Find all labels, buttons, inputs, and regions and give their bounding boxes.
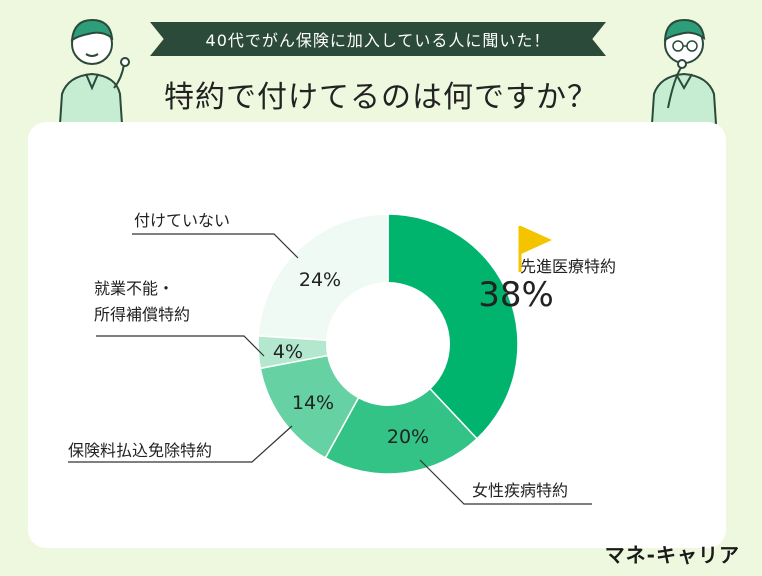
flag-icon bbox=[518, 226, 552, 272]
slice-value-label-4: 24% bbox=[299, 269, 341, 291]
leader-line-1 bbox=[419, 459, 592, 505]
presenter-illustration bbox=[58, 18, 130, 124]
thinking-person-illustration bbox=[650, 18, 718, 124]
slice-value-label-2: 14% bbox=[292, 392, 334, 414]
slice-1 bbox=[324, 342, 479, 475]
page-title: 特約で付けてるのは何ですか？ bbox=[164, 80, 598, 115]
slice-value-label-1: 20% bbox=[387, 426, 429, 448]
slice-category-label-0: 先進医療特約 bbox=[520, 257, 616, 276]
leader-line-3 bbox=[96, 335, 265, 357]
header-banner: 40代でがん保険に加入している人に聞いた！ bbox=[150, 22, 606, 56]
slice-category-label-1: 女性疾病特約 bbox=[472, 481, 568, 500]
slice-0 bbox=[387, 213, 519, 440]
slice-category-label-4: 付けていない bbox=[134, 211, 230, 230]
brand-logo: マネ-キャリア bbox=[604, 543, 740, 567]
slice-value-label-3: 4% bbox=[273, 341, 303, 363]
slice-category-label-3-0: 就業不能・ bbox=[94, 279, 174, 298]
slice-category-label-2: 保険料払込免除特約 bbox=[68, 441, 212, 460]
leader-line-2 bbox=[68, 425, 293, 463]
slice-category-label-3-1: 所得補償特約 bbox=[94, 305, 190, 324]
slice-value-label-0: 38% bbox=[478, 275, 554, 315]
leader-line-4 bbox=[132, 233, 299, 259]
donut-hole bbox=[326, 282, 450, 406]
